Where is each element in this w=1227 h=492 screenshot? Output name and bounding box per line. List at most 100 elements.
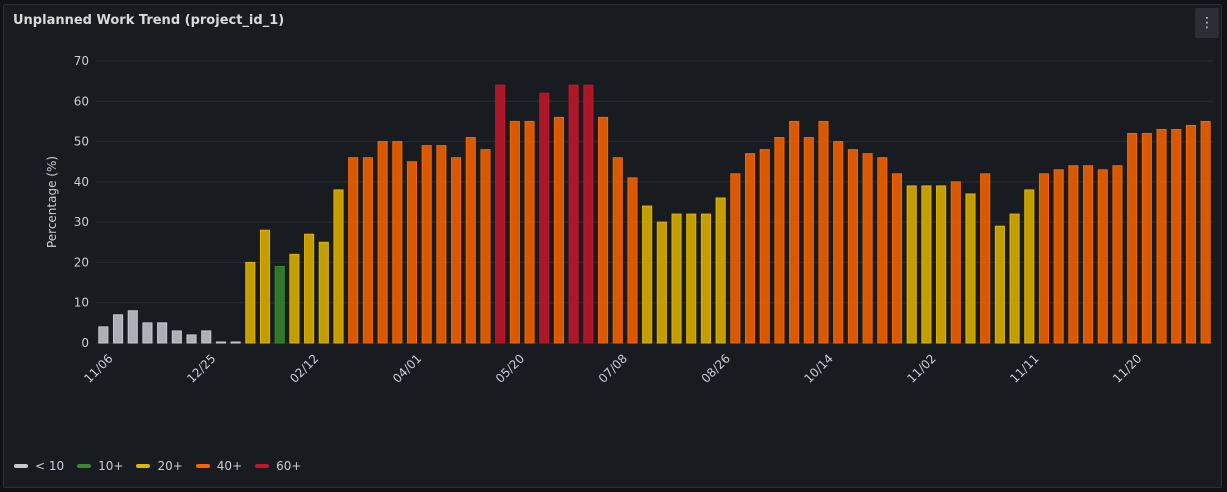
bar[interactable] xyxy=(1053,169,1064,344)
bar[interactable] xyxy=(744,153,756,344)
bar[interactable] xyxy=(127,310,138,344)
bar[interactable] xyxy=(215,341,226,344)
bar[interactable] xyxy=(1112,165,1123,344)
bar[interactable] xyxy=(686,213,697,344)
bar[interactable] xyxy=(245,261,256,344)
bar[interactable] xyxy=(862,153,873,344)
bar[interactable] xyxy=(906,185,917,344)
bar[interactable] xyxy=(847,149,858,344)
bar[interactable] xyxy=(715,197,726,344)
bar[interactable] xyxy=(465,137,476,344)
bar[interactable] xyxy=(891,173,903,344)
bar[interactable] xyxy=(1171,128,1182,344)
y-tick-label: 20 xyxy=(74,255,89,269)
legend-swatch xyxy=(77,464,92,468)
bar[interactable] xyxy=(1009,213,1020,344)
bar[interactable] xyxy=(392,141,403,344)
bar[interactable] xyxy=(921,185,932,344)
bar[interactable] xyxy=(1156,128,1167,344)
bar[interactable] xyxy=(627,177,638,344)
bar[interactable] xyxy=(803,137,814,344)
bar[interactable] xyxy=(539,92,550,344)
bar[interactable] xyxy=(509,120,520,344)
bar[interactable] xyxy=(171,330,182,344)
y-tick-label: 0 xyxy=(81,336,89,350)
bar[interactable] xyxy=(759,149,770,344)
bar[interactable] xyxy=(524,120,535,344)
x-tick-label: 04/01 xyxy=(390,351,424,385)
y-tick-label: 30 xyxy=(74,215,89,229)
bar[interactable] xyxy=(318,241,329,344)
bar[interactable] xyxy=(186,334,197,344)
bar[interactable] xyxy=(833,141,844,344)
bar[interactable] xyxy=(274,265,285,344)
bar[interactable] xyxy=(289,253,300,344)
legend-swatch xyxy=(195,464,210,468)
x-tick-label: 11/20 xyxy=(1110,351,1144,385)
bar[interactable] xyxy=(700,213,711,344)
bar[interactable] xyxy=(598,116,609,344)
bar[interactable] xyxy=(642,205,653,344)
bar[interactable] xyxy=(1200,120,1211,344)
bar[interactable] xyxy=(98,326,109,344)
bar[interactable] xyxy=(1038,173,1050,344)
bar[interactable] xyxy=(671,213,682,344)
bar[interactable] xyxy=(436,145,447,344)
legend-swatch xyxy=(255,464,270,468)
bar[interactable] xyxy=(112,314,124,344)
bar[interactable] xyxy=(495,84,506,344)
bar[interactable] xyxy=(965,193,976,344)
x-tick-label: 12/25 xyxy=(184,351,218,385)
y-tick-label: 70 xyxy=(74,54,89,68)
legend-item[interactable]: 40+ xyxy=(195,459,242,473)
bar[interactable] xyxy=(1024,189,1035,344)
bar[interactable] xyxy=(950,181,961,344)
bar[interactable] xyxy=(1068,165,1079,344)
bar[interactable] xyxy=(157,322,168,344)
bar[interactable] xyxy=(936,185,947,344)
bar[interactable] xyxy=(377,141,388,344)
bar[interactable] xyxy=(142,322,153,344)
legend-item[interactable]: < 10 xyxy=(14,459,64,473)
bar[interactable] xyxy=(877,157,888,344)
bar[interactable] xyxy=(406,161,418,344)
kebab-menu-icon[interactable]: ⋮ xyxy=(1195,8,1219,38)
bar[interactable] xyxy=(980,173,991,344)
legend-item[interactable]: 20+ xyxy=(136,459,183,473)
x-tick-label: 05/20 xyxy=(493,351,527,385)
x-tick-label: 08/26 xyxy=(699,351,733,385)
bar[interactable] xyxy=(1083,165,1094,344)
bar[interactable] xyxy=(362,157,373,344)
bar[interactable] xyxy=(553,116,565,344)
y-tick-label: 60 xyxy=(74,94,89,108)
legend: < 10 10+ 20+ 40+ 60+ xyxy=(14,459,301,473)
bar[interactable] xyxy=(568,84,579,344)
bar[interactable] xyxy=(1127,133,1138,344)
bar[interactable] xyxy=(230,341,241,344)
bar[interactable] xyxy=(201,330,212,344)
bar[interactable] xyxy=(1097,169,1108,344)
bar[interactable] xyxy=(259,229,271,344)
bar[interactable] xyxy=(1185,124,1197,344)
bar[interactable] xyxy=(994,225,1005,344)
bar[interactable] xyxy=(480,149,491,344)
bar[interactable] xyxy=(451,157,462,344)
y-tick-label: 10 xyxy=(74,296,89,310)
bar[interactable] xyxy=(348,157,359,344)
bar[interactable] xyxy=(656,221,667,344)
bar[interactable] xyxy=(612,157,623,344)
bar[interactable] xyxy=(421,145,432,344)
bar[interactable] xyxy=(583,84,594,344)
bar[interactable] xyxy=(774,137,785,344)
bar[interactable] xyxy=(730,173,741,344)
bar[interactable] xyxy=(333,189,344,344)
bar[interactable] xyxy=(789,120,800,344)
legend-label: 20+ xyxy=(157,459,183,473)
legend-item[interactable]: 60+ xyxy=(255,459,301,473)
legend-item[interactable]: 10+ xyxy=(77,459,123,473)
bar[interactable] xyxy=(818,120,829,344)
y-tick-label: 40 xyxy=(74,175,89,189)
bar[interactable] xyxy=(304,233,315,344)
legend-swatch xyxy=(14,464,28,468)
bar[interactable] xyxy=(1141,133,1152,344)
